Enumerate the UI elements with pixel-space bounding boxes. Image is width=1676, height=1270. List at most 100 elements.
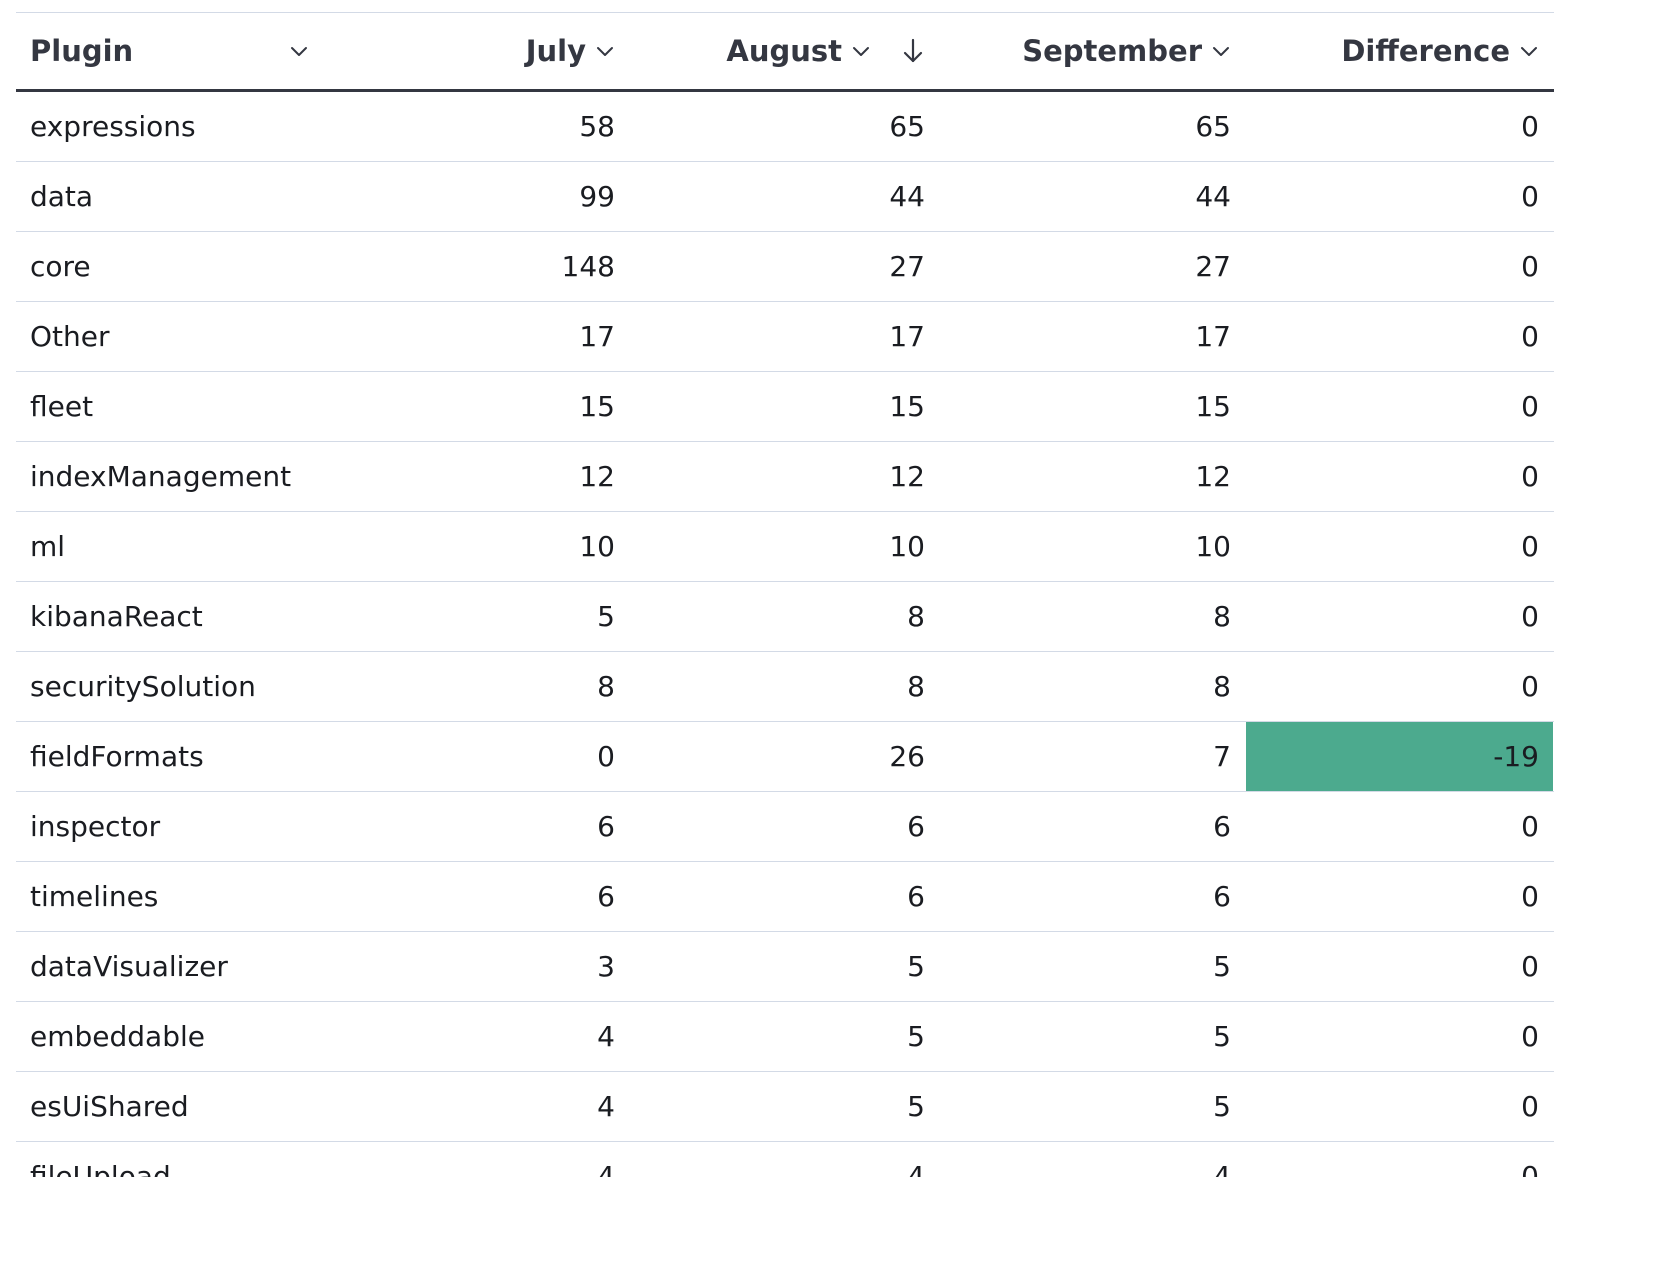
table-row[interactable]: ml 10 10 10 0 [16, 512, 1554, 582]
table-row[interactable]: fleet 15 15 15 0 [16, 372, 1554, 442]
cell-difference[interactable]: 0 [1246, 372, 1554, 441]
column-header-plugin[interactable]: Plugin [16, 13, 324, 89]
cell-difference[interactable]: 0 [1246, 512, 1554, 581]
cell-august[interactable]: 5 [630, 932, 940, 1001]
table-row[interactable]: securitySolution 8 8 8 0 [16, 652, 1554, 722]
cell-difference[interactable]: 0 [1246, 92, 1554, 161]
cell-july[interactable]: 6 [324, 792, 630, 861]
cell-plugin[interactable]: fileUpload [16, 1142, 324, 1177]
cell-september[interactable]: 44 [940, 162, 1246, 231]
cell-august[interactable]: 5 [630, 1072, 940, 1141]
cell-august[interactable]: 27 [630, 232, 940, 301]
cell-plugin[interactable]: ml [16, 512, 324, 581]
cell-difference[interactable]: 0 [1246, 162, 1554, 231]
cell-september[interactable]: 17 [940, 302, 1246, 371]
arrow-down-icon[interactable] [900, 37, 926, 65]
cell-august[interactable]: 10 [630, 512, 940, 581]
cell-september[interactable]: 5 [940, 1072, 1246, 1141]
cell-july[interactable]: 6 [324, 862, 630, 931]
cell-september[interactable]: 10 [940, 512, 1246, 581]
cell-september[interactable]: 65 [940, 92, 1246, 161]
column-header-september[interactable]: September [940, 13, 1246, 89]
cell-difference[interactable]: 0 [1246, 232, 1554, 301]
chevron-down-icon[interactable] [1210, 40, 1232, 62]
cell-difference[interactable]: 0 [1246, 652, 1554, 721]
table-row[interactable]: expressions 58 65 65 0 [16, 92, 1554, 162]
cell-september[interactable]: 27 [940, 232, 1246, 301]
table-row[interactable]: data 99 44 44 0 [16, 162, 1554, 232]
cell-july[interactable]: 4 [324, 1142, 630, 1177]
cell-august[interactable]: 4 [630, 1142, 940, 1177]
table-row[interactable]: dataVisualizer 3 5 5 0 [16, 932, 1554, 1002]
table-row[interactable]: fileUpload 4 4 4 0 [16, 1142, 1554, 1177]
column-header-august[interactable]: August [630, 13, 940, 89]
chevron-down-icon[interactable] [1518, 40, 1540, 62]
cell-july[interactable]: 148 [324, 232, 630, 301]
cell-difference[interactable]: -19 [1246, 722, 1554, 791]
column-header-difference[interactable]: Difference [1246, 13, 1554, 89]
cell-july[interactable]: 0 [324, 722, 630, 791]
cell-september[interactable]: 7 [940, 722, 1246, 791]
table-row[interactable]: embeddable 4 5 5 0 [16, 1002, 1554, 1072]
cell-difference[interactable]: 0 [1246, 862, 1554, 931]
cell-september[interactable]: 6 [940, 792, 1246, 861]
cell-august[interactable]: 17 [630, 302, 940, 371]
column-header-july[interactable]: July [324, 13, 630, 89]
table-row[interactable]: timelines 6 6 6 0 [16, 862, 1554, 932]
cell-plugin[interactable]: timelines [16, 862, 324, 931]
cell-plugin[interactable]: securitySolution [16, 652, 324, 721]
cell-plugin[interactable]: inspector [16, 792, 324, 861]
cell-plugin[interactable]: esUiShared [16, 1072, 324, 1141]
cell-september[interactable]: 8 [940, 652, 1246, 721]
cell-august[interactable]: 26 [630, 722, 940, 791]
cell-july[interactable]: 4 [324, 1072, 630, 1141]
cell-plugin[interactable]: embeddable [16, 1002, 324, 1071]
cell-july[interactable]: 3 [324, 932, 630, 1001]
cell-plugin[interactable]: core [16, 232, 324, 301]
cell-july[interactable]: 5 [324, 582, 630, 651]
cell-august[interactable]: 15 [630, 372, 940, 441]
cell-difference[interactable]: 0 [1246, 302, 1554, 371]
table-row[interactable]: inspector 6 6 6 0 [16, 792, 1554, 862]
cell-plugin[interactable]: dataVisualizer [16, 932, 324, 1001]
cell-july[interactable]: 8 [324, 652, 630, 721]
cell-september[interactable]: 8 [940, 582, 1246, 651]
cell-july[interactable]: 10 [324, 512, 630, 581]
cell-august[interactable]: 6 [630, 792, 940, 861]
table-row[interactable]: core 148 27 27 0 [16, 232, 1554, 302]
cell-july[interactable]: 58 [324, 92, 630, 161]
cell-plugin[interactable]: fleet [16, 372, 324, 441]
cell-september[interactable]: 12 [940, 442, 1246, 511]
cell-september[interactable]: 15 [940, 372, 1246, 441]
cell-difference[interactable]: 0 [1246, 1072, 1554, 1141]
cell-august[interactable]: 44 [630, 162, 940, 231]
table-row[interactable]: fieldFormats 0 26 7 -19 [16, 722, 1554, 792]
cell-september[interactable]: 6 [940, 862, 1246, 931]
table-row[interactable]: Other 17 17 17 0 [16, 302, 1554, 372]
cell-august[interactable]: 8 [630, 582, 940, 651]
cell-july[interactable]: 12 [324, 442, 630, 511]
cell-plugin[interactable]: expressions [16, 92, 324, 161]
cell-august[interactable]: 65 [630, 92, 940, 161]
cell-september[interactable]: 5 [940, 1002, 1246, 1071]
cell-plugin[interactable]: fieldFormats [16, 722, 324, 791]
cell-july[interactable]: 4 [324, 1002, 630, 1071]
cell-july[interactable]: 99 [324, 162, 630, 231]
cell-august[interactable]: 8 [630, 652, 940, 721]
cell-august[interactable]: 5 [630, 1002, 940, 1071]
cell-difference[interactable]: 0 [1246, 792, 1554, 861]
table-row[interactable]: indexManagement 12 12 12 0 [16, 442, 1554, 512]
cell-difference[interactable]: 0 [1246, 1142, 1554, 1177]
cell-plugin[interactable]: Other [16, 302, 324, 371]
cell-august[interactable]: 6 [630, 862, 940, 931]
cell-september[interactable]: 4 [940, 1142, 1246, 1177]
cell-july[interactable]: 17 [324, 302, 630, 371]
chevron-down-icon[interactable] [850, 40, 872, 62]
cell-august[interactable]: 12 [630, 442, 940, 511]
cell-plugin[interactable]: kibanaReact [16, 582, 324, 651]
cell-difference[interactable]: 0 [1246, 1002, 1554, 1071]
chevron-down-icon[interactable] [288, 40, 310, 62]
table-row[interactable]: esUiShared 4 5 5 0 [16, 1072, 1554, 1142]
cell-plugin[interactable]: indexManagement [16, 442, 324, 511]
cell-difference[interactable]: 0 [1246, 582, 1554, 651]
